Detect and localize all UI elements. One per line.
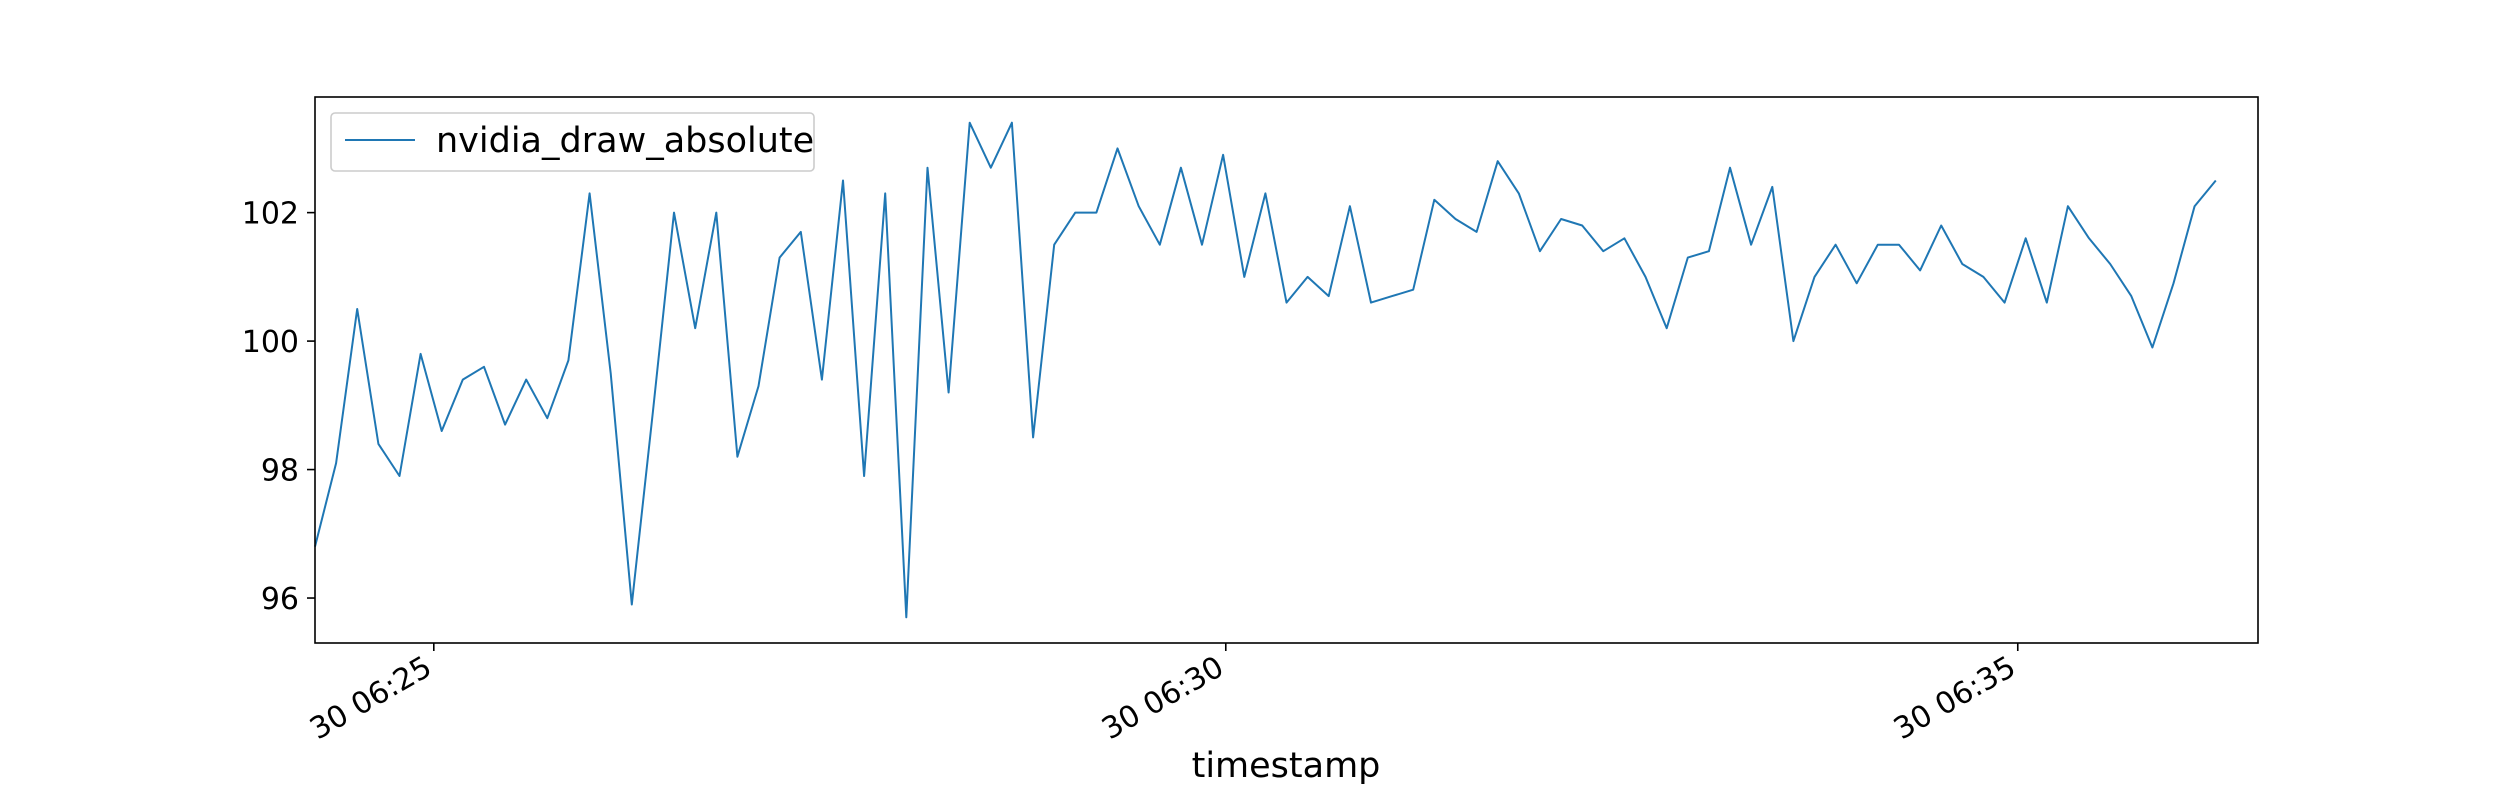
x-tick-label: 30 06:25 [304, 650, 438, 747]
x-tick-label: 30 06:35 [1888, 650, 2022, 747]
series-line-nvidia-draw-absolute [314, 121, 2217, 619]
legend-label: nvidia_draw_absolute [436, 121, 814, 161]
legend: nvidia_draw_absolute [330, 112, 815, 172]
y-tick-label: 100 [242, 325, 299, 360]
y-tick-label: 98 [261, 454, 299, 489]
legend-box [330, 112, 815, 172]
plot-area [315, 97, 2258, 643]
y-tick-label: 96 [261, 582, 299, 617]
plot-frame [314, 96, 2259, 644]
x-tick-label: 30 06:30 [1096, 650, 1230, 747]
x-axis-title: timestamp [1192, 746, 1381, 786]
y-tick-label: 102 [242, 197, 299, 232]
